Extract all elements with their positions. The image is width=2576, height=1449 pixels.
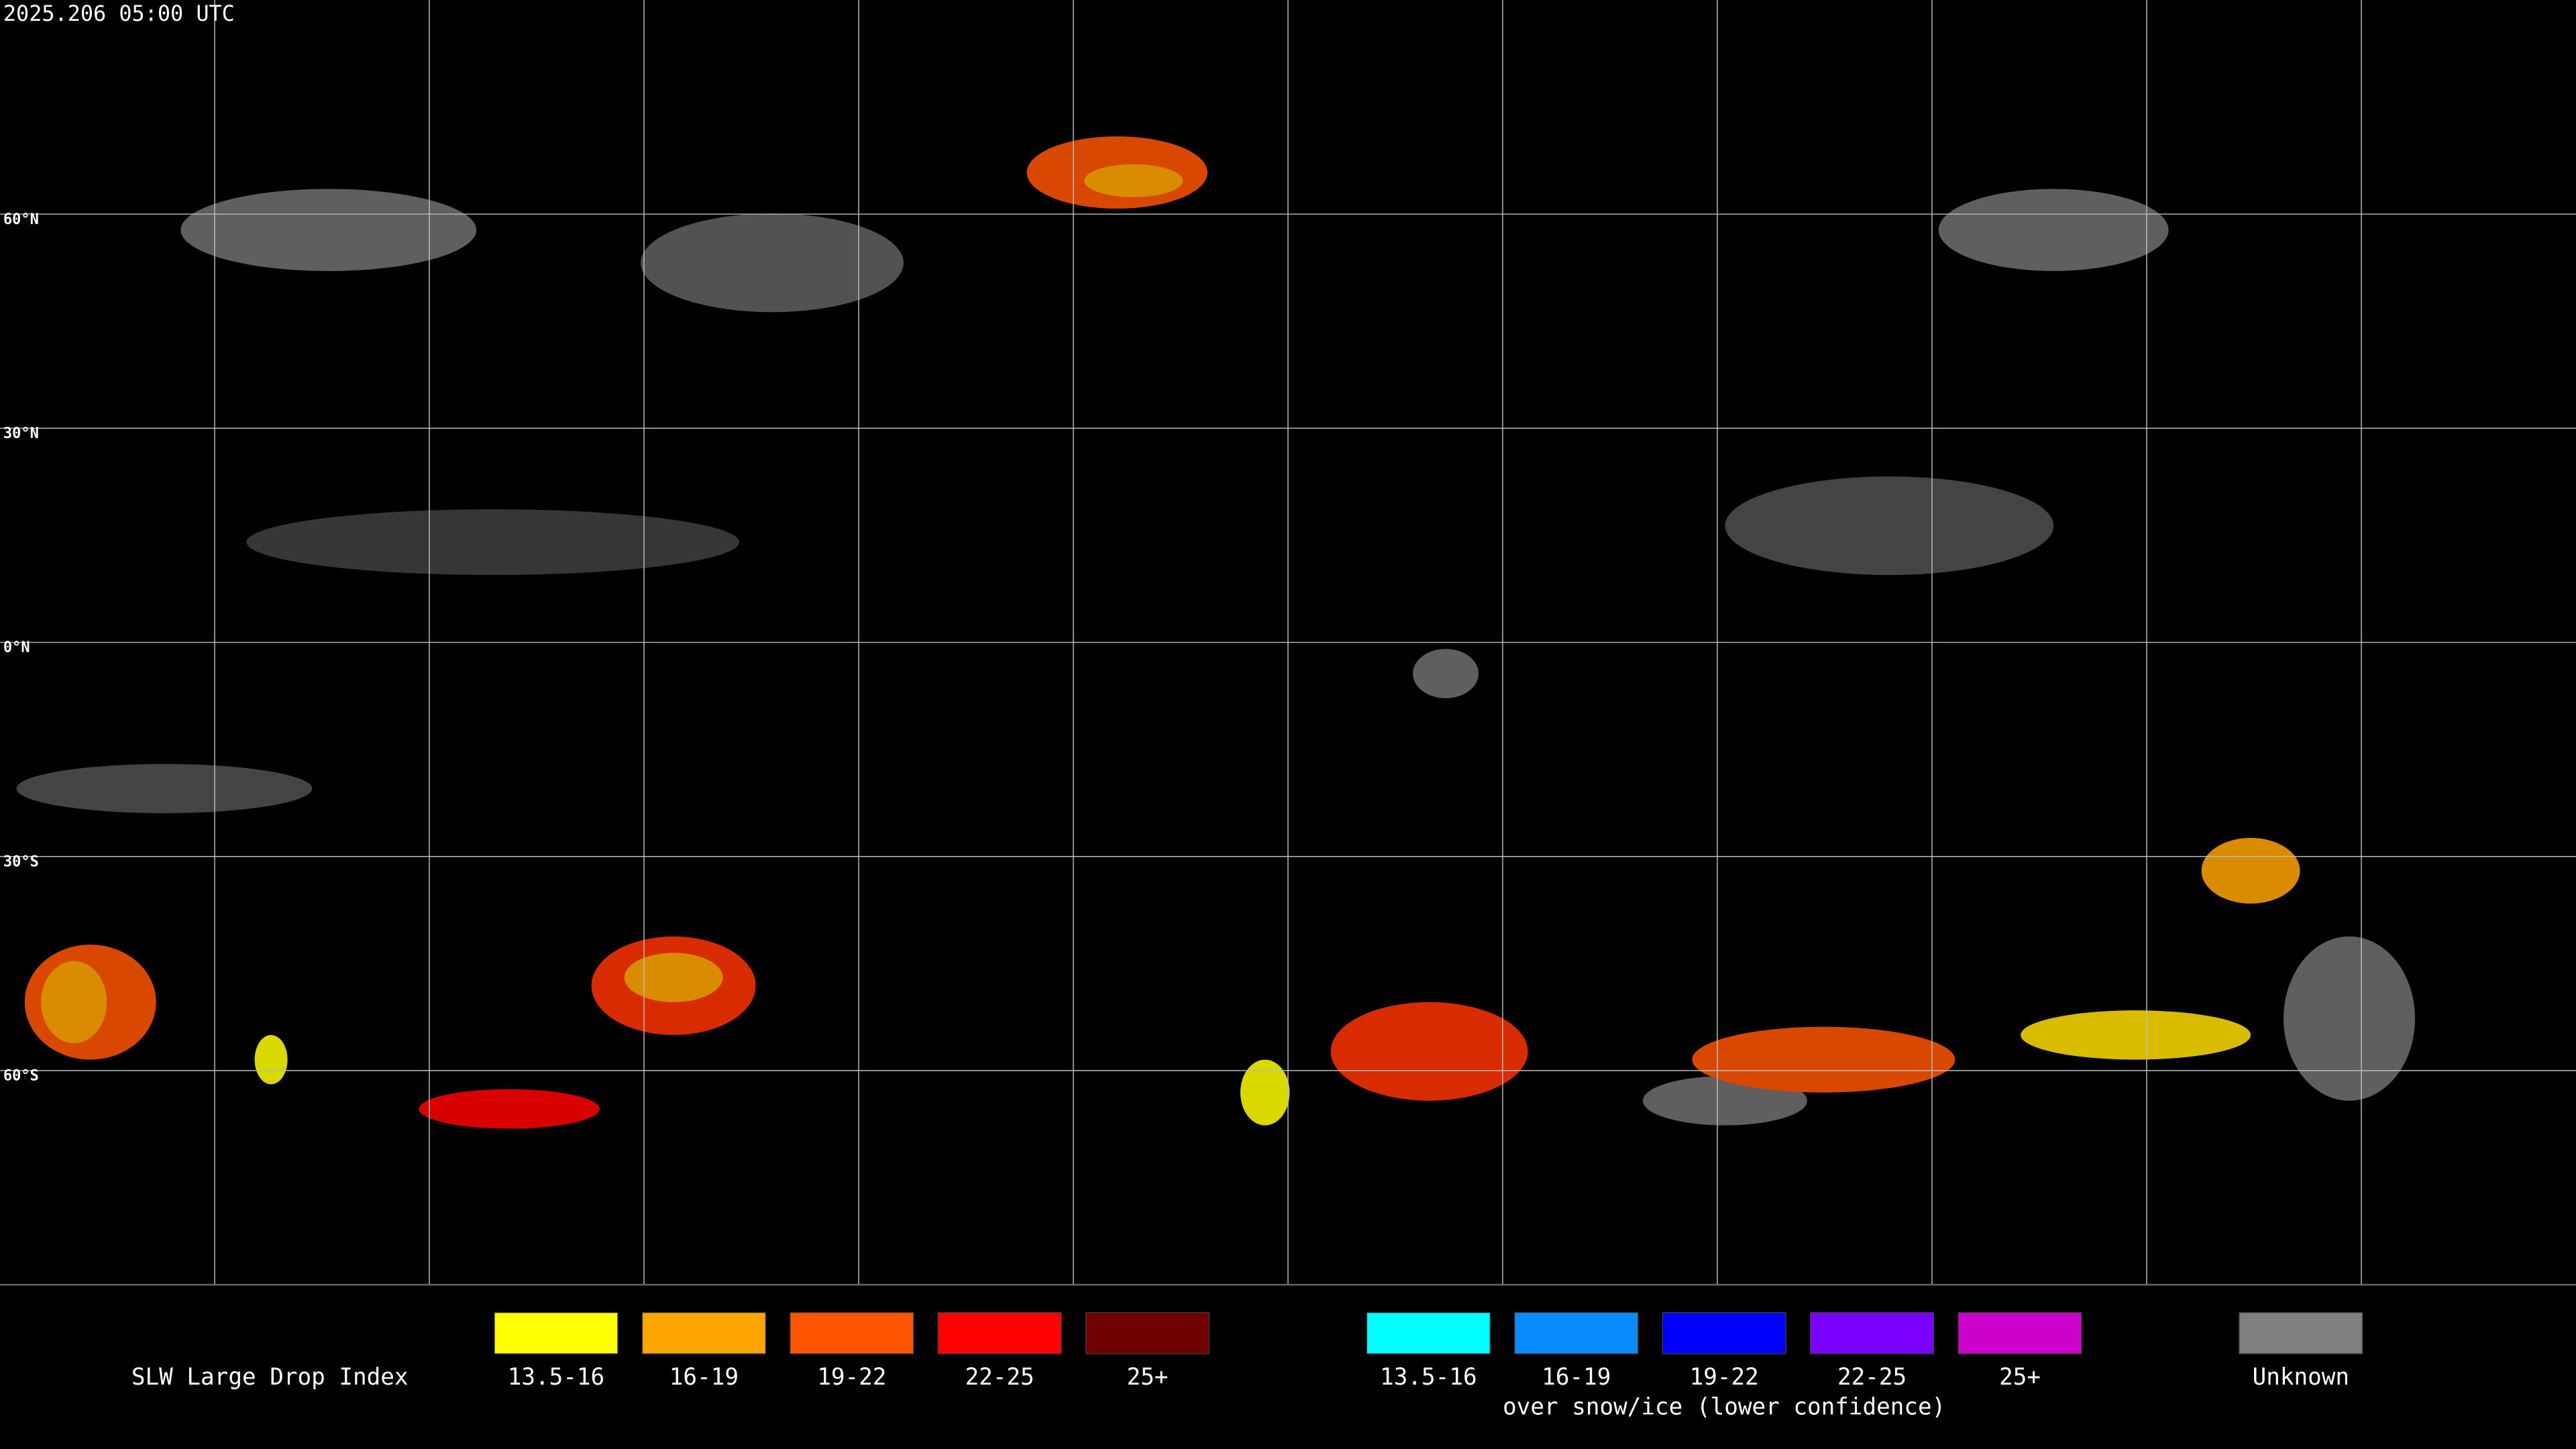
latitude-label: 60°N [3, 211, 39, 228]
legend: SLW Large Drop Index 13.5-16 16-19 19-22 22… [131, 1312, 2363, 1420]
cloud-patch [180, 189, 477, 272]
legend-swatch [1957, 1312, 2082, 1354]
cloud-patch [2021, 1010, 2251, 1060]
cloud-patch [1692, 1026, 1955, 1093]
cloud-patch [624, 953, 723, 1002]
legend-label: 16-19 [1542, 1364, 1611, 1391]
legend-swatch [494, 1312, 619, 1354]
legend-label: 22-25 [1837, 1364, 1907, 1391]
cloud-patch [419, 1089, 600, 1129]
legend-swatch [641, 1312, 766, 1354]
map: 60°N 30°N 0°N 30°S 60°S [0, 0, 2576, 1286]
legend-label: 22-25 [965, 1364, 1034, 1391]
cloud-patch [1725, 476, 2054, 576]
latitude-label: 0°N [3, 639, 30, 656]
legend-swatch [1366, 1312, 1491, 1354]
legend-label: 16-19 [669, 1364, 739, 1391]
cloud-patch [1240, 1059, 1290, 1126]
legend-swatch [1514, 1312, 1639, 1354]
legend-note: over snow/ice (lower confidence) [1503, 1393, 1945, 1420]
legend-swatch [1662, 1312, 1786, 1354]
cloud-patch [254, 1034, 288, 1085]
legend-swatch [937, 1312, 1062, 1354]
cloud-patch [41, 961, 107, 1044]
legend-swatch [790, 1312, 914, 1354]
legend-label: 19-22 [1690, 1364, 1759, 1391]
latitude-label: 30°N [3, 425, 39, 442]
legend-swatch [1085, 1312, 1210, 1354]
timestamp: 2025.206 05:00 UTC [3, 1, 235, 26]
legend-label: 19-22 [817, 1364, 886, 1391]
legend-label: 13.5-16 [508, 1364, 604, 1391]
cloud-patch [246, 509, 740, 576]
legend-swatch [2239, 1312, 2363, 1354]
legend-title: SLW Large Drop Index [131, 1364, 409, 1391]
cloud-patch [1330, 1002, 1528, 1101]
cloud-patch [1084, 164, 1183, 197]
latitude-label: 30°S [3, 853, 39, 870]
legend-label: 25+ [1999, 1364, 2041, 1391]
cloud-patch [2201, 837, 2300, 904]
cloud-patch [16, 763, 313, 814]
cloud-patches [16, 136, 2415, 1129]
cloud-patch [1938, 189, 2169, 272]
legend-label: Unknown [2253, 1364, 2349, 1391]
legend-label: 13.5-16 [1380, 1364, 1477, 1391]
cloud-patch [1413, 649, 1479, 698]
legend-swatch [1810, 1312, 1935, 1354]
latitude-label: 60°S [3, 1068, 39, 1085]
cloud-patch [641, 213, 904, 313]
legend-label: 25+ [1127, 1364, 1169, 1391]
cloud-patch [2284, 936, 2415, 1101]
